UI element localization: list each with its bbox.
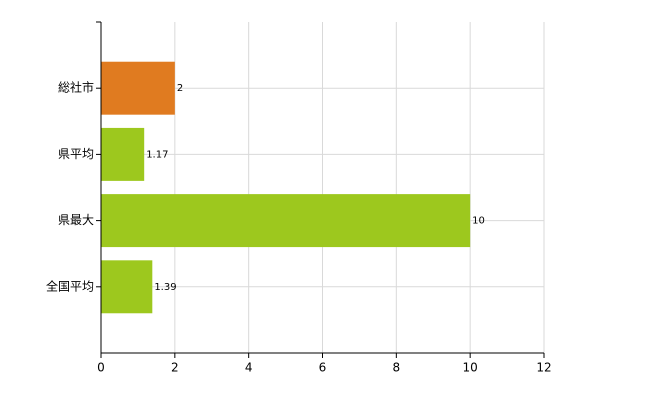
data-label: 1.17 [146, 149, 168, 160]
y-tick-label: 総社市 [58, 80, 94, 95]
x-tick-label: 8 [393, 361, 401, 375]
bar [101, 61, 175, 115]
x-tick-label: 10 [463, 361, 478, 375]
y-tick-label: 全国平均 [46, 278, 94, 293]
x-tick-label: 12 [536, 361, 551, 375]
bar [101, 260, 153, 314]
x-tick-label: 2 [171, 361, 179, 375]
y-tick-label: 県平均 [58, 147, 94, 161]
x-tick-label: 4 [245, 361, 253, 375]
y-tick-label: 県最大 [58, 213, 94, 227]
data-label: 1.39 [154, 282, 176, 293]
bar [101, 194, 471, 248]
data-label: 10 [472, 216, 485, 227]
x-tick-label: 0 [97, 361, 105, 375]
x-tick-label: 6 [319, 361, 327, 375]
data-label: 2 [177, 83, 183, 94]
bar [101, 127, 145, 181]
